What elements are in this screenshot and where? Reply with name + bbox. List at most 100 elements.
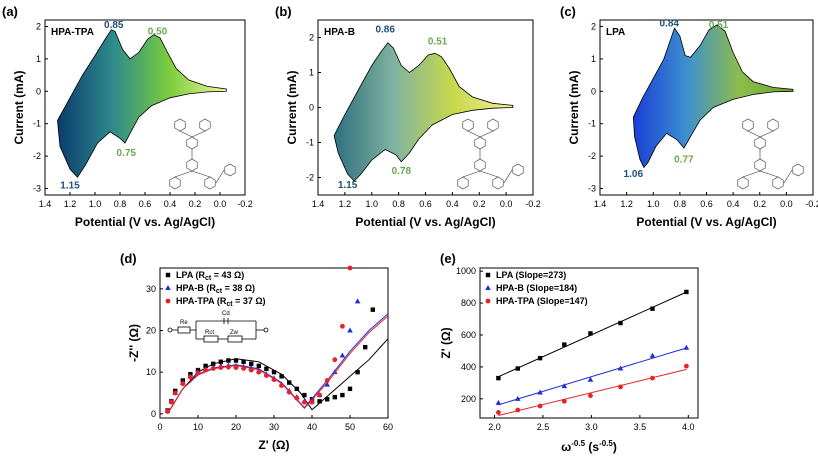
x-tick-label: 1.0 [89,199,102,209]
rct-label: Rct [205,330,214,336]
benzene-ring [169,176,181,190]
data-point [324,381,330,387]
zw-element [227,335,243,343]
benzene-ring [174,118,186,132]
y-tick-label: 0 [36,86,41,96]
y-tick-label: -1 [306,138,314,148]
x-tick-label: 10 [193,422,203,432]
data-point [537,389,543,395]
benzene-ring [204,176,216,190]
x-axis-label: Potential (V vs. Ag/AgCl) [355,215,495,229]
data-point [195,370,201,376]
legend-value: = 43 Ω) [211,270,244,280]
axis-label-part: -0.5 [599,439,613,448]
x-axis-label: Z' (Ω) [258,438,289,452]
x-tick-label: 1.0 [365,199,378,209]
molecule-bond [174,130,225,184]
y-tick-label: 0 [309,103,314,113]
peak-label: 0.85 [104,20,124,31]
cv-panel-c: (c) 1.4 1.2 1.0 0.8 0.6 0.4 0.2 0.0 -0.2 -3 -2 -1 0 1 2… [560,4,818,229]
y-tick-label: 30 [146,284,156,294]
data-point [218,365,224,370]
x-tick-label: 0.4 [727,199,740,209]
y-tick-label: 20 [146,326,156,336]
x-tick-label: 1.2 [64,199,77,209]
cv-panel-a: (a) 1.4 1.2 1.0 0.8 0.6 0.4 0.2 0.0 -0.2 -3 -2 -1 0 1 2… [2,4,253,229]
data-point [347,327,353,333]
x-tick-label: 60 [383,422,393,432]
terminal [263,327,269,333]
x-tick-label: 2.5 [537,422,550,432]
x-axis-label: ω-0.5 (s-0.5) [561,439,617,454]
y-tick-label: 800 [461,298,476,308]
legend-entry: LPA (Rct = 43 Ω) [176,270,244,282]
data-point [286,389,292,395]
data-point [355,369,360,375]
legend-entry: HPA-B (Rct = 38 Ω) [176,283,255,295]
data-point [618,320,623,326]
molecule-bond [742,130,793,184]
data-point [256,369,262,375]
x-tick-label: -0.2 [237,199,253,209]
molecule-bond [462,130,513,184]
data-point [226,364,231,370]
data-point [317,399,322,404]
x-tick-label: 30 [269,422,279,432]
y-axis-label: Current (mA) [12,70,26,144]
x-tick-label: 0 [157,422,162,432]
y-tick-label: -3 [33,184,41,194]
peak-label: 1.15 [60,181,80,192]
terminal [167,327,173,333]
benzene-ring [487,118,499,132]
x-tick-label: -0.2 [525,199,541,209]
x-tick-label: 3.0 [585,422,598,432]
x-tick-label: 1.4 [594,199,607,209]
data-point [332,394,337,400]
peak-label: 0.77 [674,155,694,166]
x-tick-label: 0.8 [674,199,687,209]
benzene-ring [186,158,198,172]
re-resistor [177,326,191,334]
data-point [294,386,299,392]
data-point [169,399,174,405]
axis-label-part: ω [561,440,571,454]
legend-name: LPA (R [176,270,205,280]
benzene-ring [512,163,524,177]
data-point [233,358,239,363]
data-point [537,355,543,361]
x-tick-label: 0.0 [780,199,793,209]
y-tick-label: 1 [309,68,314,78]
x-tick-label: 0.4 [446,199,459,209]
data-point [684,289,689,295]
data-point [165,285,171,290]
x-tick-label: 0.4 [164,199,177,209]
data-point [496,410,501,415]
axis-label-part: (s [585,440,599,454]
data-point [248,367,254,373]
fit-line [167,313,389,415]
legend-entry: HPA-TPA (Slope=147) [496,296,588,306]
data-point [562,342,567,347]
y-tick-label: 1 [591,54,596,64]
data-point [249,361,254,367]
data-point [271,377,277,383]
data-point [514,395,521,401]
peak-label: 0.51 [428,37,448,48]
data-point [347,386,353,392]
legend-entry: HPA-TPA (Rct = 37 Ω) [176,296,266,308]
data-point [309,399,315,405]
data-point [683,363,689,369]
x-tick-label: 0.6 [419,199,432,209]
data-point [264,366,269,372]
data-point [515,366,520,371]
legend-value: = 38 Ω) [222,283,255,293]
data-point [302,392,307,398]
zw-label: Zw [230,330,239,336]
benzene-ring [462,118,474,132]
equivalent-circuit [167,318,269,343]
data-point [587,376,594,382]
data-point [370,307,375,312]
peak-label: 0.75 [117,148,137,159]
data-point [172,390,178,396]
fit-line [167,315,389,415]
